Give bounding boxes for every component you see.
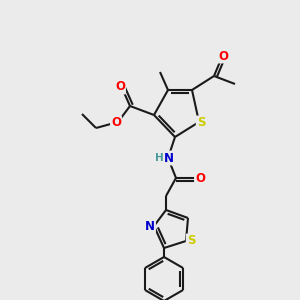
Text: O: O: [195, 172, 205, 184]
Text: O: O: [115, 80, 125, 94]
Text: S: S: [187, 235, 195, 248]
Text: H: H: [154, 153, 164, 163]
Text: N: N: [164, 152, 174, 164]
Text: S: S: [197, 116, 205, 130]
Text: N: N: [145, 220, 155, 232]
Text: O: O: [111, 116, 121, 130]
Text: O: O: [218, 50, 228, 62]
